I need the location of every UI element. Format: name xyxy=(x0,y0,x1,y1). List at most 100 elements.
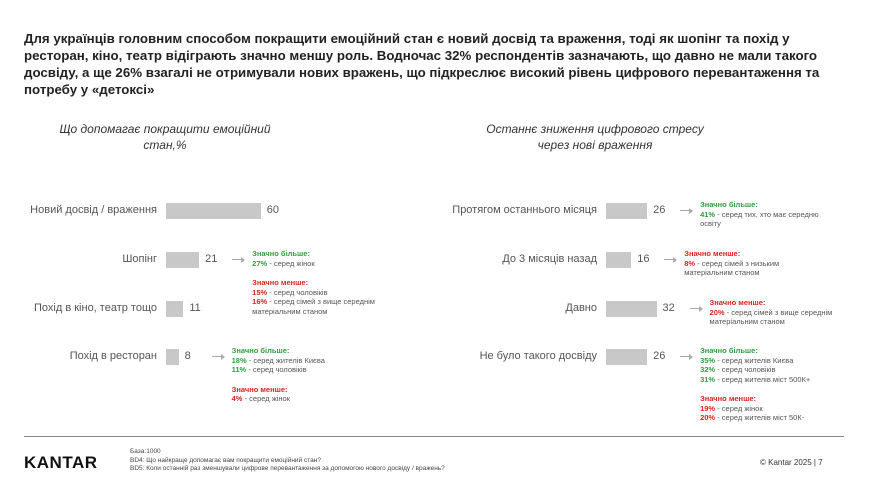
annotation-heading: Значно більше: xyxy=(252,249,310,258)
category-label: Не було такого досвіду xyxy=(479,350,597,362)
value-label: 16 xyxy=(637,253,650,265)
annotation-value: 15% xyxy=(252,287,268,297)
annotation: Значно більше: 27% - серед жінок Значно ме… xyxy=(252,249,377,316)
value-label: 11 xyxy=(189,302,201,314)
annotation-group: Значно менше: 20% - серед сімей з вище се… xyxy=(710,298,835,327)
annotation-heading: Значно менше: xyxy=(252,278,309,287)
bar xyxy=(606,301,657,317)
annotation: Значно більше: 41% - серед тих, хто має с… xyxy=(700,200,825,229)
arrow xyxy=(211,356,224,357)
category-label: Новий досвід / враження xyxy=(30,204,157,216)
annotation-text: - серед сімей з вище середнім матеріальн… xyxy=(709,307,833,327)
annotation-item: 8% - серед сімей з низьким матеріальним … xyxy=(684,259,809,278)
annotation-item: 11% - серед чоловіків xyxy=(232,365,357,375)
bar xyxy=(606,252,632,268)
annotation-group: Значно менше: 8% - серед сімей з низьким … xyxy=(684,249,809,278)
annotation-heading: Значно менше: xyxy=(231,384,288,394)
chart-title: Останнє зниження цифрового стресу через … xyxy=(486,122,704,152)
annotation: Значно менше: 20% - серед сімей з вище се… xyxy=(710,298,835,327)
category-label: Похід в ресторан xyxy=(69,350,157,362)
chart-title: Що допомагає покращити емоційний стан,% xyxy=(59,122,271,152)
arrow-head xyxy=(673,257,678,263)
annotation-value: 35% xyxy=(700,355,716,365)
annotation-item: 31% - серед жителів міст 500К+ xyxy=(700,375,825,385)
bar xyxy=(606,349,648,365)
arrow xyxy=(689,308,702,309)
arrow-head xyxy=(689,208,694,214)
annotation-text: - серед сімей з вище середнім матеріальн… xyxy=(252,297,375,316)
arrow-head xyxy=(241,257,246,263)
value-label: 8 xyxy=(184,350,191,362)
footnotes: База:1000 BD4: Що найкраще допомагає вам … xyxy=(130,448,445,474)
annotation-group: Значно менше: 19% - серед жінок 20% - сере… xyxy=(700,394,825,423)
value-label: 26 xyxy=(653,350,666,362)
category-label: До 3 місяців назад xyxy=(502,253,597,265)
annotation-heading: Значно більше: xyxy=(700,200,758,209)
footnote: BD4: Що найкраще допомагає вам покращити… xyxy=(130,456,321,464)
annotation-item: 20% - серед жителів міст 50К- xyxy=(700,413,825,423)
annotation-item: 18% - серед жителів Києва xyxy=(232,356,357,366)
annotation-value: 16% xyxy=(252,297,268,306)
annotation-value: 31% xyxy=(700,374,716,384)
annotation-value: 41% xyxy=(700,209,716,219)
annotation-heading: Значно більше: xyxy=(700,346,758,355)
annotation-group: Значно менше: 15% - серед чоловіків 16% - … xyxy=(252,278,377,316)
annotation: Значно менше: 8% - серед сімей з низьким … xyxy=(684,249,809,278)
annotation-item: 15% - серед чоловіків xyxy=(252,288,377,298)
annotation-group: Значно більше: 18% - серед жителів Києва 1… xyxy=(232,346,357,375)
annotation-text: - серед жителів Києва xyxy=(717,355,794,365)
annotation-value: 8% xyxy=(684,258,696,268)
annotation-text: - серед жінок xyxy=(717,403,763,413)
category-label: Протягом останнього місяця xyxy=(452,204,597,216)
annotation-value: 20% xyxy=(709,307,725,317)
annotation-value: 11% xyxy=(231,365,247,374)
annotation-text: - серед чоловіків xyxy=(248,365,307,374)
annotation-text: - серед жінок xyxy=(244,394,290,403)
headline: Для українців головним способом покращит… xyxy=(24,31,820,97)
annotation-heading: Значно менше: xyxy=(684,249,741,258)
annotation-heading: Значно менше: xyxy=(709,298,766,307)
annotation-item: 27% - серед жінок xyxy=(252,259,377,269)
annotation-item: 32% - серед чоловіків xyxy=(700,365,825,375)
logo: KANTAR xyxy=(24,453,98,472)
footnote: База:1000 xyxy=(130,448,161,455)
annotation-text: - серед чоловіків xyxy=(269,287,328,297)
annotation-text: - серед сімей з низьким матеріальним ста… xyxy=(684,258,780,278)
category-label: Шопінг xyxy=(122,253,157,265)
annotation-item: 4% - серед жінок xyxy=(232,394,357,404)
annotation-text: - серед жителів Києва xyxy=(248,355,325,365)
annotation-item: 35% - серед жителів Києва xyxy=(700,356,825,366)
value-label: 32 xyxy=(662,302,675,314)
bar xyxy=(166,349,179,365)
copyright: © Kantar 2025 | 7 xyxy=(760,458,823,467)
annotation-value: 19% xyxy=(700,403,716,413)
annotation-group: Значно менше: 4% - серед жінок xyxy=(232,385,357,404)
annotation-group: Значно більше: 41% - серед тих, хто має с… xyxy=(700,200,825,229)
value-label: 21 xyxy=(205,253,218,265)
footnote: BD5: Коли останній раз зменшували цифров… xyxy=(130,465,445,472)
annotation-text: - серед тих, хто має середню освіту xyxy=(700,209,819,229)
arrow-head xyxy=(698,306,703,312)
annotation-text: - серед чоловіків xyxy=(717,365,776,374)
value-label: 60 xyxy=(266,204,280,216)
arrow xyxy=(680,210,693,211)
annotation-text: - серед жителів міст 50К- xyxy=(717,413,805,422)
annotation-heading: Значно менше: xyxy=(700,394,757,403)
annotation-item: 41% - серед тих, хто має середню освіту xyxy=(700,210,825,229)
annotation-item: 19% - серед жінок xyxy=(700,404,825,414)
annotation-value: 32% xyxy=(700,365,716,374)
bar xyxy=(166,203,261,219)
bar xyxy=(166,301,184,317)
annotation-value: 27% xyxy=(252,258,268,268)
annotation-text: - серед жінок xyxy=(269,258,315,268)
annotation: Значно більше: 35% - серед жителів Києва 3… xyxy=(700,346,825,423)
annotation-group: Значно більше: 35% - серед жителів Києва 3… xyxy=(700,346,825,384)
annotation-item: 20% - серед сімей з вище середнім матері… xyxy=(710,308,835,327)
bar xyxy=(166,252,200,268)
annotation-value: 4% xyxy=(231,394,243,403)
annotation: Значно більше: 18% - серед жителів Києва 1… xyxy=(232,346,357,404)
arrow-head xyxy=(689,354,694,360)
annotation-group: Значно більше: 27% - серед жінок xyxy=(252,249,377,268)
arrow xyxy=(664,259,677,260)
